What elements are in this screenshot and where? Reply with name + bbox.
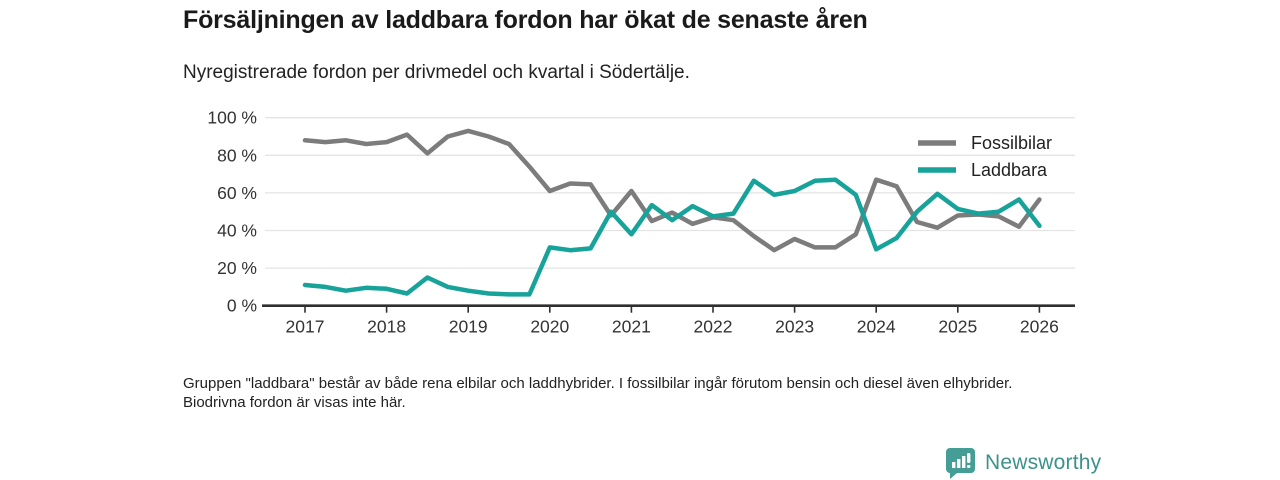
- x-tick-label: 2020: [530, 317, 569, 337]
- newsworthy-logo-text: Newsworthy: [985, 450, 1102, 474]
- newsworthy-logo-link[interactable]: Newsworthy: [944, 446, 1101, 479]
- y-tick-label: 100 %: [207, 108, 257, 128]
- x-tick-label: 2019: [449, 317, 488, 337]
- logo-bar-1: [952, 462, 956, 468]
- series-line-laddbara: [302, 177, 1042, 297]
- x-tick-label: 2023: [775, 317, 814, 337]
- series-line-fossilbilar: [302, 128, 1042, 253]
- footnote: Gruppen "laddbara" består av både rena e…: [183, 375, 1013, 411]
- chart-title: Försäljningen av laddbara fordon har öka…: [183, 6, 868, 34]
- x-tick-label: 2018: [367, 317, 406, 337]
- legend-label-fossilbilar: Fossilbilar: [971, 133, 1052, 153]
- x-tick-label: 2017: [286, 317, 325, 337]
- y-tick-label: 20 %: [217, 258, 257, 278]
- logo-bubble-shape: [946, 448, 975, 479]
- y-tick-label: 40 %: [217, 221, 257, 241]
- x-tick-label: 2022: [694, 317, 733, 337]
- x-tick-label: 2021: [612, 317, 651, 337]
- y-tick-label: 60 %: [217, 183, 257, 203]
- newsworthy-bubble-chart-icon: [946, 448, 975, 479]
- y-tick-label: 80 %: [217, 145, 257, 165]
- x-tick-label: 2025: [938, 317, 977, 337]
- x-tick-label: 2024: [857, 317, 896, 337]
- chart-subtitle: Nyregistrerade fordon per drivmedel och …: [183, 62, 690, 83]
- x-tick-label: 2026: [1020, 317, 1059, 337]
- line-chart: 0 % 20 % 40 % 60 % 80 % 100 % 2017 2018 2019 2020…: [207, 108, 1075, 337]
- legend-label-laddbara: Laddbara: [971, 160, 1048, 180]
- logo-exclamation-bar: [967, 453, 971, 463]
- logo-bar-2: [957, 459, 961, 468]
- y-tick-label: 0 %: [227, 296, 257, 316]
- logo-bar-3: [962, 456, 966, 468]
- logo-exclamation-dot: [967, 465, 971, 468]
